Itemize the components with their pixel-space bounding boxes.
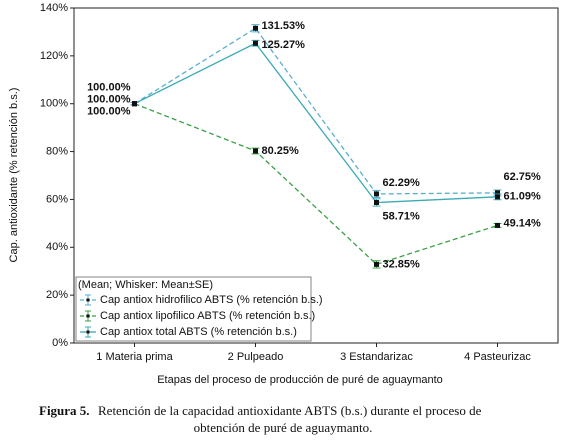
- value-label: 32.85%: [383, 258, 421, 270]
- point: [495, 194, 500, 200]
- point: [374, 261, 379, 267]
- point: [253, 148, 258, 154]
- value-label: 100.00%: [87, 94, 131, 106]
- point: [374, 200, 379, 206]
- x-axis-title: Etapas del proceso de producción de puré…: [157, 374, 443, 386]
- legend-label: Cap antiox total ABTS (% retención b.s.): [100, 326, 297, 338]
- series-line: [134, 42, 498, 204]
- value-label: 100.00%: [87, 106, 131, 118]
- point: [374, 191, 379, 197]
- legend-marker: [86, 298, 90, 302]
- value-label: 49.14%: [504, 217, 542, 229]
- y-tick-label: 100%: [40, 98, 68, 110]
- value-label: 61.09%: [504, 191, 542, 203]
- x-tick-label: 1 Materia prima: [96, 351, 173, 363]
- y-tick-label: 40%: [46, 241, 68, 253]
- y-tick-label: 80%: [46, 145, 68, 157]
- caption-label: Figura 5.: [39, 403, 90, 418]
- legend-box: [75, 276, 312, 342]
- x-tick-label: 3 Estandarizac: [340, 351, 413, 363]
- plot-frame: [73, 7, 559, 344]
- caption-line: Retención de la capacidad antioxidante A…: [98, 403, 482, 418]
- point: [495, 222, 500, 228]
- y-tick-label: 0%: [52, 337, 68, 349]
- x-tick-label: 4 Pasteurizac: [464, 351, 531, 363]
- value-label: 125.27%: [262, 39, 306, 51]
- y-tick-label: 120%: [40, 50, 68, 62]
- legend-label: Cap antiox lipofilico ABTS (% retención …: [100, 310, 315, 322]
- value-label: 62.29%: [383, 177, 421, 189]
- value-label: 131.53%: [262, 20, 306, 32]
- legend-marker: [86, 314, 90, 318]
- value-label: 100.00%: [87, 82, 131, 94]
- x-tick-label: 2 Pulpeado: [228, 351, 284, 363]
- point: [253, 25, 258, 31]
- point: [253, 40, 258, 46]
- legend-marker: [86, 330, 90, 334]
- legend-title: (Mean; Whisker: Mean±SE): [78, 279, 213, 291]
- point: [132, 101, 137, 107]
- caption-line: obtención de puré de aguaymanto.: [194, 420, 373, 435]
- y-tick-label: 20%: [46, 289, 68, 301]
- series-line: [134, 103, 498, 266]
- value-label: 58.71%: [383, 210, 421, 222]
- point: [495, 190, 500, 196]
- series-line: [134, 27, 498, 195]
- value-label: 62.75%: [504, 171, 542, 183]
- value-label: 80.25%: [262, 145, 300, 157]
- legend-label: Cap antiox hidrofilico ABTS (% retención…: [100, 294, 323, 306]
- y-tick-label: 140%: [40, 2, 68, 14]
- y-axis-title: Cap. antioxidante (% retención b.s.): [8, 88, 20, 263]
- y-tick-label: 60%: [46, 193, 68, 205]
